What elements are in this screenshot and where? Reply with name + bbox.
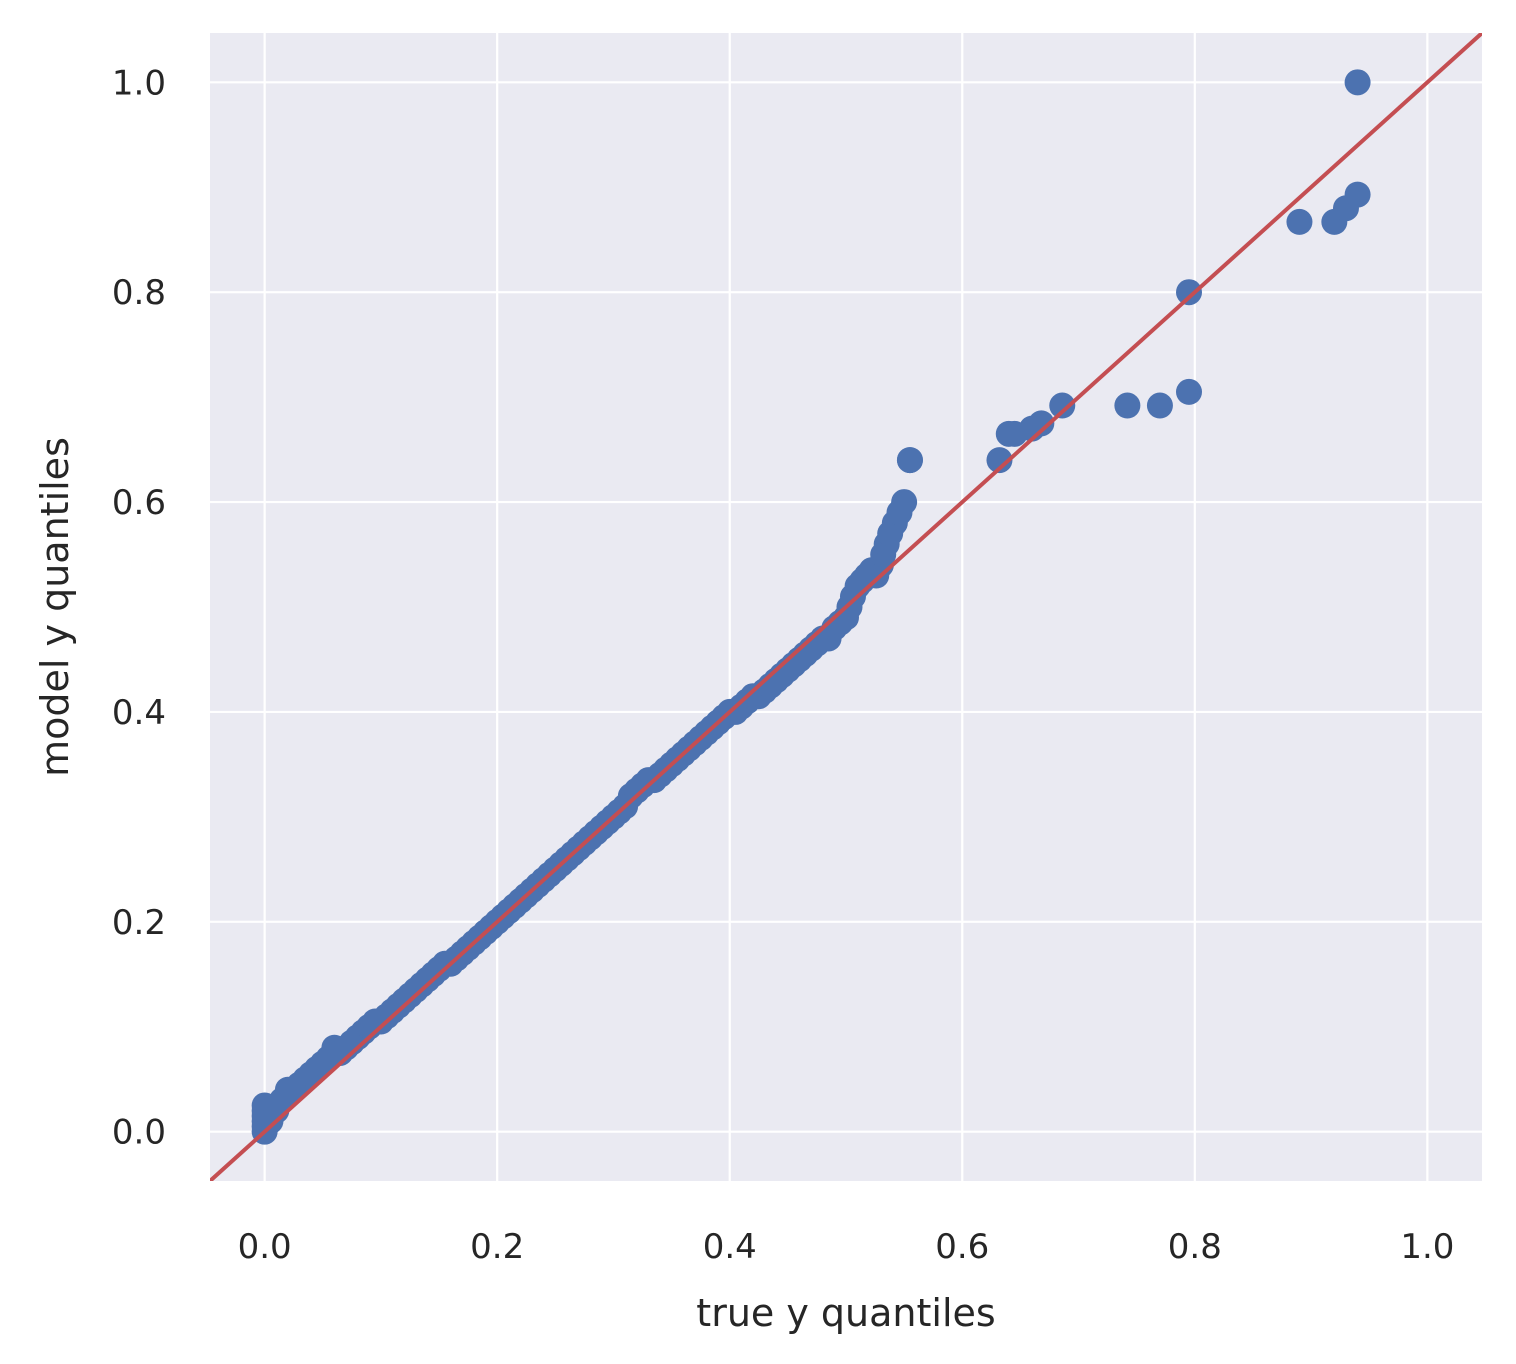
y-tick-label: 1.0 bbox=[112, 63, 166, 103]
y-axis-label: model y quantiles bbox=[33, 437, 77, 777]
data-point bbox=[1344, 69, 1371, 96]
x-tick-labels: 0.0 0.2 0.4 0.6 0.8 1.0 bbox=[238, 1227, 1455, 1267]
data-point bbox=[1114, 392, 1141, 419]
y-tick-label: 0.6 bbox=[112, 483, 166, 523]
y-tick-label: 0.2 bbox=[112, 903, 166, 943]
data-point bbox=[896, 447, 923, 474]
y-tick-labels: 0.0 0.2 0.4 0.6 0.8 1.0 bbox=[112, 63, 166, 1152]
reference-line bbox=[210, 33, 1482, 1181]
x-tick-label: 1.0 bbox=[1400, 1227, 1454, 1267]
x-tick-label: 0.0 bbox=[238, 1227, 292, 1267]
grid-lines bbox=[210, 33, 1482, 1181]
data-point bbox=[1049, 392, 1076, 419]
data-point bbox=[1344, 181, 1371, 208]
data-point bbox=[1286, 208, 1313, 235]
data-point bbox=[1028, 410, 1055, 437]
data-point bbox=[986, 447, 1013, 474]
data-point bbox=[891, 489, 918, 516]
x-tick-label: 0.4 bbox=[703, 1227, 757, 1267]
x-axis-label: true y quantiles bbox=[696, 1291, 995, 1335]
x-tick-label: 0.8 bbox=[1168, 1227, 1222, 1267]
y-tick-label: 0.8 bbox=[112, 273, 166, 313]
data-point bbox=[1146, 392, 1173, 419]
x-tick-label: 0.6 bbox=[935, 1227, 989, 1267]
data-point bbox=[1175, 279, 1202, 306]
data-point bbox=[1175, 378, 1202, 405]
y-tick-label: 0.0 bbox=[112, 1113, 166, 1153]
x-tick-label: 0.2 bbox=[470, 1227, 524, 1267]
y-tick-label: 0.4 bbox=[112, 693, 166, 733]
identity-line bbox=[210, 33, 1482, 1181]
